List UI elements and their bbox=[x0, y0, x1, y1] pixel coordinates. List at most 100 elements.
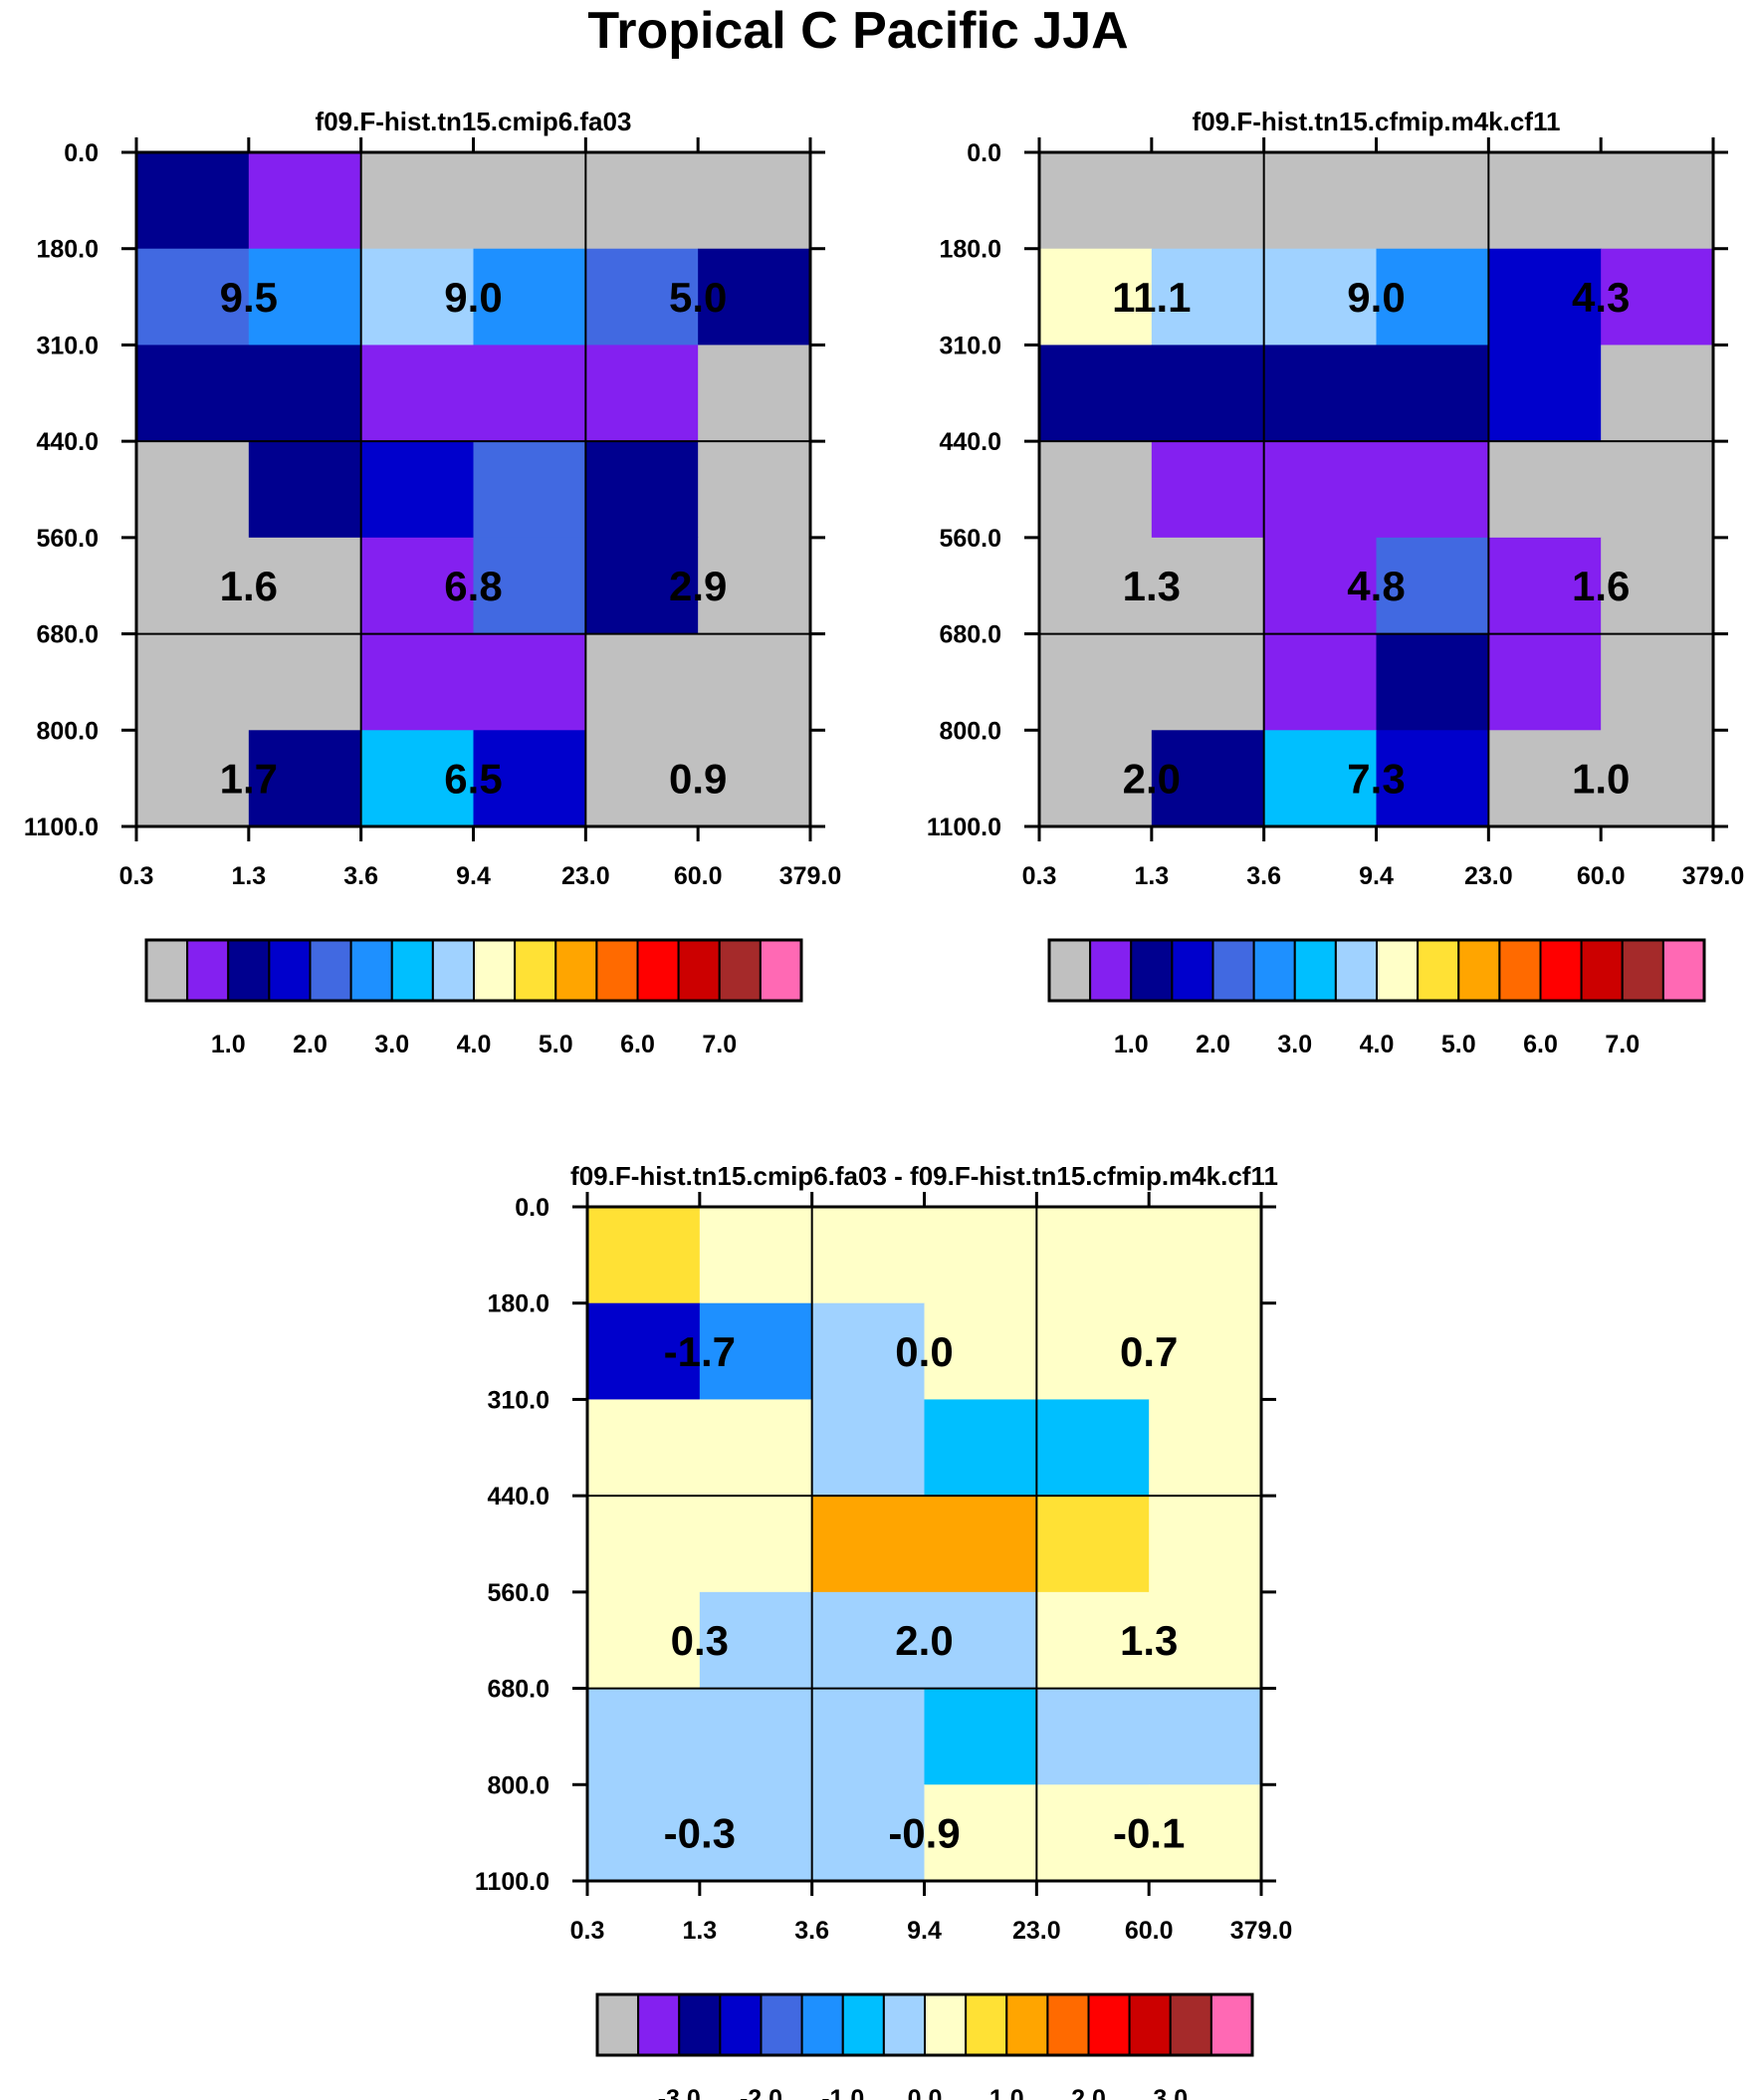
x-tick-label: 60.0 bbox=[674, 862, 723, 890]
heatmap-cell bbox=[136, 730, 250, 827]
heatmap-cell bbox=[136, 345, 250, 442]
colorbar-box bbox=[677, 939, 721, 1002]
heatmap-cell bbox=[811, 1496, 926, 1593]
colorbar-box bbox=[309, 939, 352, 1002]
heatmap-cell bbox=[698, 730, 811, 827]
colorbar-box bbox=[678, 1993, 722, 2056]
x-tick-label: 3.6 bbox=[343, 862, 378, 890]
heatmap-cell bbox=[811, 1207, 926, 1304]
colorbar-box bbox=[1128, 1993, 1172, 2056]
heatmap-cell bbox=[587, 1207, 701, 1304]
block-value-label: -1.7 bbox=[664, 1328, 736, 1375]
heatmap-cell bbox=[473, 345, 586, 442]
y-tick-label: 800.0 bbox=[939, 717, 1001, 745]
heatmap-cell bbox=[587, 1496, 701, 1593]
colorbar-box bbox=[473, 939, 517, 1002]
colorbar-box bbox=[1621, 939, 1664, 1002]
colorbar-box bbox=[759, 939, 802, 1002]
colorbar-box bbox=[1089, 939, 1133, 1002]
colorbar-box bbox=[1252, 939, 1296, 1002]
colorbar: 1.0 2.0 3.0 4.0 5.0 6.0 7.0 bbox=[144, 938, 803, 1058]
y-tick-label: 440.0 bbox=[939, 428, 1001, 456]
colorbar-tick-label: 2.0 bbox=[1196, 1031, 1230, 1058]
heatmap-cell bbox=[1036, 1784, 1150, 1882]
colorbar: 1.0 2.0 3.0 4.0 5.0 6.0 7.0 bbox=[1047, 938, 1706, 1058]
heatmap-cell bbox=[924, 1688, 1037, 1785]
block-value-label: 2.9 bbox=[669, 563, 727, 609]
block-value-label: 7.3 bbox=[1347, 756, 1405, 803]
y-tick-label: 440.0 bbox=[36, 428, 99, 456]
heatmap-cell bbox=[248, 441, 362, 539]
y-tick-label: 560.0 bbox=[487, 1579, 549, 1607]
heatmap-cell bbox=[360, 441, 475, 539]
block-value-label: 1.3 bbox=[1120, 1617, 1178, 1664]
colorbar-box bbox=[800, 1993, 844, 2056]
colorbar-frame bbox=[1047, 938, 1706, 1003]
heatmap-cell bbox=[585, 152, 699, 250]
heatmap-cell bbox=[1376, 152, 1489, 250]
block-value-label: 0.0 bbox=[895, 1328, 953, 1375]
colorbar-box bbox=[145, 939, 189, 1002]
colorbar-box bbox=[719, 1993, 763, 2056]
y-tick-label: 180.0 bbox=[36, 236, 99, 264]
heatmap-cell bbox=[1039, 345, 1153, 442]
heatmap-cell bbox=[1376, 730, 1489, 827]
y-tick-label: 310.0 bbox=[36, 332, 99, 359]
colorbar-tick-label: 6.0 bbox=[1523, 1031, 1558, 1058]
colorbar-box bbox=[349, 939, 393, 1002]
y-tick-label: 1100.0 bbox=[475, 1868, 549, 1896]
heatmap-cell bbox=[1149, 1688, 1262, 1785]
x-tick-label: 9.4 bbox=[1359, 862, 1394, 890]
heatmap-cell bbox=[1601, 441, 1714, 539]
heatmap-cell bbox=[587, 1399, 701, 1497]
y-tick-label: 680.0 bbox=[487, 1676, 549, 1704]
colorbar-box bbox=[841, 1993, 885, 2056]
colorbar-box bbox=[1087, 1993, 1131, 2056]
heatmap-cell bbox=[1151, 152, 1265, 250]
block-value-label: 0.3 bbox=[671, 1617, 729, 1664]
colorbar-frame bbox=[595, 1992, 1254, 2057]
block-value-label: 1.7 bbox=[220, 756, 278, 803]
block-value-label: 6.5 bbox=[444, 756, 502, 803]
heatmap-panel-2: 0.3 1.3 3.6 9.4 23.0 60.0 379.0 0.0 180.0 310.0 44… bbox=[927, 107, 1744, 1058]
x-tick-label: 379.0 bbox=[1682, 862, 1745, 890]
colorbar-tick-label: -1.0 bbox=[821, 2085, 864, 2100]
block-value-label: 4.8 bbox=[1347, 563, 1405, 609]
heatmap-cell bbox=[1039, 633, 1153, 731]
heatmap-cell bbox=[1036, 1399, 1150, 1497]
heatmap-cell bbox=[1488, 345, 1602, 442]
colorbar-box bbox=[1376, 939, 1420, 1002]
heatmap-cell bbox=[811, 1784, 926, 1882]
y-tick-label: 1100.0 bbox=[24, 814, 99, 841]
x-tick-label: 9.4 bbox=[907, 1917, 942, 1945]
block-value-label: 11.1 bbox=[1112, 274, 1191, 321]
y-tick-label: 310.0 bbox=[487, 1386, 549, 1414]
heatmap-panel-3: 0.3 1.3 3.6 9.4 23.0 60.0 379.0 0.0 180.0 310.0 44… bbox=[475, 1161, 1292, 2100]
block-value-label: 6.8 bbox=[444, 563, 502, 609]
heatmap-cell bbox=[1151, 730, 1265, 827]
colorbar-box bbox=[227, 939, 271, 1002]
heatmap-cell bbox=[1488, 441, 1602, 539]
colorbar-box bbox=[1457, 939, 1501, 1002]
heatmap-cell bbox=[1488, 248, 1602, 347]
heatmap-cell bbox=[1601, 345, 1714, 442]
block-value-label: 9.0 bbox=[1347, 274, 1405, 321]
colorbar-box bbox=[596, 1993, 640, 2056]
heatmap-cell bbox=[924, 1591, 1037, 1690]
colorbar-tick-label: 5.0 bbox=[539, 1031, 573, 1058]
heatmap-cell bbox=[811, 1688, 926, 1785]
colorbar-box bbox=[1580, 939, 1624, 1002]
colorbar-tick-label: 5.0 bbox=[1441, 1031, 1476, 1058]
colorbar-tick-label: 3.0 bbox=[374, 1031, 409, 1058]
heatmap-cell bbox=[698, 537, 811, 635]
heatmap-cell bbox=[1263, 537, 1378, 635]
colorbar-box bbox=[1005, 1993, 1049, 2056]
heatmap-cell bbox=[136, 248, 250, 347]
y-tick-label: 680.0 bbox=[939, 621, 1001, 649]
heatmap-cell bbox=[1036, 1207, 1150, 1304]
heatmap-cell bbox=[698, 441, 811, 539]
block-value-label: -0.1 bbox=[1113, 1810, 1185, 1857]
heatmap-cell bbox=[1601, 152, 1714, 250]
heatmap-cell bbox=[1376, 441, 1489, 539]
